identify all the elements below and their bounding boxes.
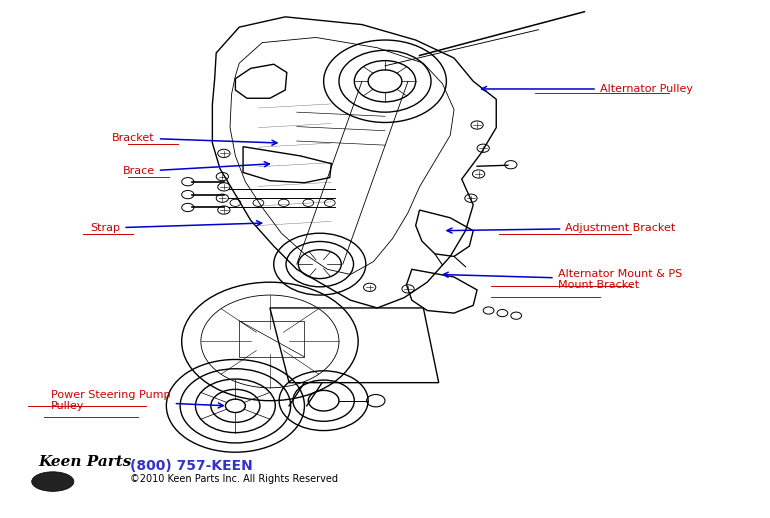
Text: (800) 757-KEEN: (800) 757-KEEN [130,459,253,473]
Text: Strap: Strap [90,221,262,233]
Text: Alternator Mount & PS
Mount Bracket: Alternator Mount & PS Mount Bracket [444,269,682,291]
Text: Brace: Brace [122,162,270,177]
Text: Alternator Pulley: Alternator Pulley [481,84,693,94]
Text: Bracket: Bracket [112,133,277,145]
Text: Power Steering Pump
Pulley: Power Steering Pump Pulley [52,390,223,411]
Text: Adjustment Bracket: Adjustment Bracket [447,223,675,233]
Text: ©2010 Keen Parts Inc. All Rights Reserved: ©2010 Keen Parts Inc. All Rights Reserve… [130,473,338,484]
Ellipse shape [32,472,74,492]
Text: Keen Parts: Keen Parts [38,455,132,469]
